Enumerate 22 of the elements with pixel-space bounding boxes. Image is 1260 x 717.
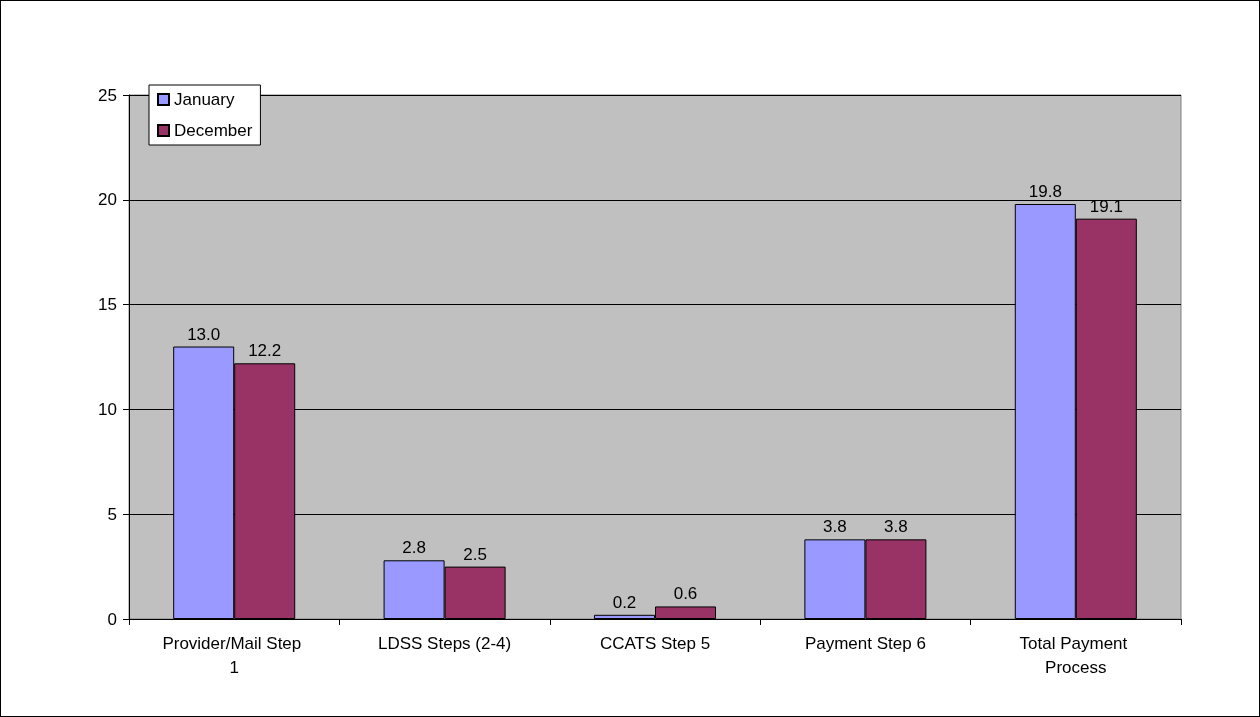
data-label: 3.8 bbox=[884, 517, 908, 537]
data-label: 2.8 bbox=[402, 538, 426, 558]
y-tick-label: 10 bbox=[98, 399, 117, 419]
x-tick-label: Payment Step 6 bbox=[804, 633, 926, 653]
data-label: 0.6 bbox=[673, 584, 698, 604]
x-tick-label: LDSS Steps (2-4) bbox=[377, 633, 512, 653]
x-tick-label: CCATS Step 5 bbox=[599, 633, 711, 653]
legend-label: December bbox=[174, 121, 253, 140]
data-label: 19.8 bbox=[1028, 181, 1062, 201]
y-tick-label: 0 bbox=[107, 609, 117, 629]
legend-label: January bbox=[174, 90, 235, 109]
data-label: 0.2 bbox=[612, 592, 637, 612]
y-tick-label: 15 bbox=[98, 295, 117, 315]
y-tick-label: 25 bbox=[98, 85, 117, 105]
x-tick-label: Provider/Mail Step 1 bbox=[162, 633, 307, 677]
data-label: 12.2 bbox=[248, 341, 282, 361]
y-tick-label: 20 bbox=[98, 190, 117, 210]
data-label: 3.8 bbox=[823, 517, 847, 537]
x-tick-label: Total Payment Process bbox=[1019, 633, 1133, 677]
data-label: 2.5 bbox=[463, 544, 487, 564]
data-label: 13.0 bbox=[187, 324, 221, 344]
y-tick-label: 5 bbox=[107, 504, 117, 524]
